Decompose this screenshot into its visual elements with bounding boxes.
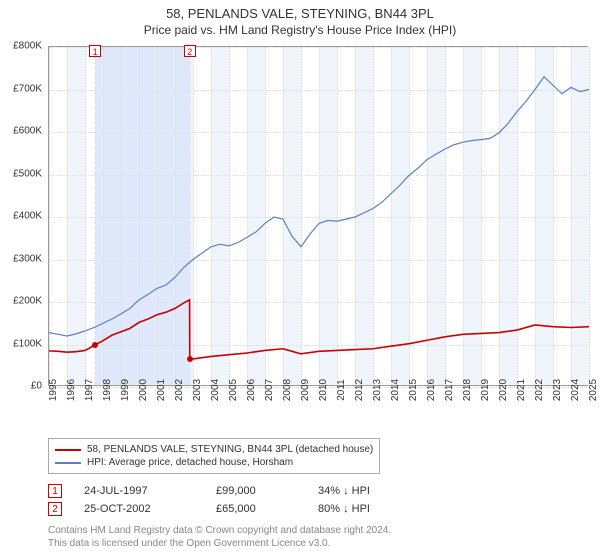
sale-row: 2 25-OCT-2002 £65,000 80% ↓ HPI <box>48 500 588 518</box>
y-axis-label: £500K <box>0 168 42 179</box>
x-axis-label: 2011 <box>336 379 347 401</box>
sale-date: 25-OCT-2002 <box>84 503 194 515</box>
sale-row-marker: 1 <box>48 484 62 498</box>
x-axis-label: 2020 <box>498 379 509 401</box>
y-axis-label: £800K <box>0 41 42 52</box>
y-axis-label: £0 <box>0 381 42 392</box>
x-axis-label: 2018 <box>462 379 473 401</box>
x-axis-label: 1996 <box>66 379 77 401</box>
x-axis-label: 2023 <box>552 379 563 401</box>
sale-date: 24-JUL-1997 <box>84 485 194 497</box>
sale-row: 1 24-JUL-1997 £99,000 34% ↓ HPI <box>48 482 588 500</box>
x-axis-label: 2014 <box>390 379 401 401</box>
x-axis-label: 2005 <box>228 379 239 401</box>
y-axis-label: £200K <box>0 296 42 307</box>
line-layer <box>49 47 589 387</box>
sale-dot <box>92 342 98 348</box>
x-axis-label: 2021 <box>516 379 527 401</box>
x-axis-label: 2003 <box>192 379 203 401</box>
y-axis-label: £600K <box>0 126 42 137</box>
footer-line-1: Contains HM Land Registry data © Crown c… <box>48 524 588 537</box>
series-line-hpi <box>49 77 589 336</box>
x-axis-label: 1997 <box>84 379 95 401</box>
series-legend: 58, PENLANDS VALE, STEYNING, BN44 3PL (d… <box>48 438 380 474</box>
x-axis-label: 2010 <box>318 379 329 401</box>
x-axis-label: 2007 <box>264 379 275 401</box>
gridline-v <box>589 47 590 385</box>
legend-area: 58, PENLANDS VALE, STEYNING, BN44 3PL (d… <box>48 438 588 550</box>
sale-dot <box>187 356 193 362</box>
x-axis-label: 1995 <box>48 379 59 401</box>
sale-row-marker: 2 <box>48 502 62 516</box>
footer-attribution: Contains HM Land Registry data © Crown c… <box>48 524 588 550</box>
x-axis-label: 2001 <box>156 379 167 401</box>
sale-price: £99,000 <box>216 485 296 497</box>
x-axis-label: 2025 <box>588 379 599 401</box>
x-axis-label: 2024 <box>570 379 581 401</box>
legend-label-hpi: HPI: Average price, detached house, Hors… <box>87 457 293 468</box>
y-axis-label: £100K <box>0 338 42 349</box>
chart-area: 12 £0£100K£200K£300K£400K£500K£600K£700K… <box>48 46 588 408</box>
x-axis-label: 2017 <box>444 379 455 401</box>
legend-label-property: 58, PENLANDS VALE, STEYNING, BN44 3PL (d… <box>87 444 373 455</box>
x-axis-label: 2013 <box>372 379 383 401</box>
x-axis-label: 2004 <box>210 379 221 401</box>
y-axis-label: £700K <box>0 83 42 94</box>
legend-swatch-property <box>55 449 81 451</box>
y-axis-label: £400K <box>0 211 42 222</box>
x-axis-label: 1999 <box>120 379 131 401</box>
plot-region: 12 <box>48 46 588 386</box>
x-axis-label: 2015 <box>408 379 419 401</box>
sale-marker-box: 1 <box>89 45 101 57</box>
x-axis-label: 2002 <box>174 379 185 401</box>
x-axis-label: 2006 <box>246 379 257 401</box>
x-axis-label: 1998 <box>102 379 113 401</box>
sale-delta: 34% ↓ HPI <box>318 485 370 497</box>
x-axis-label: 2012 <box>354 379 365 401</box>
legend-swatch-hpi <box>55 462 81 464</box>
y-axis-label: £300K <box>0 253 42 264</box>
chart-title: 58, PENLANDS VALE, STEYNING, BN44 3PL <box>0 0 600 21</box>
legend-row-property: 58, PENLANDS VALE, STEYNING, BN44 3PL (d… <box>55 443 373 456</box>
x-axis-label: 2016 <box>426 379 437 401</box>
chart-container: 58, PENLANDS VALE, STEYNING, BN44 3PL Pr… <box>0 0 600 560</box>
footer-line-2: This data is licensed under the Open Gov… <box>48 537 588 550</box>
sale-delta: 80% ↓ HPI <box>318 503 370 515</box>
x-axis-label: 2008 <box>282 379 293 401</box>
sale-events: 1 24-JUL-1997 £99,000 34% ↓ HPI 2 25-OCT-2002… <box>48 482 588 518</box>
x-axis-label: 2019 <box>480 379 491 401</box>
sale-price: £65,000 <box>216 503 296 515</box>
x-axis-label: 2000 <box>138 379 149 401</box>
x-axis-label: 2009 <box>300 379 311 401</box>
legend-row-hpi: HPI: Average price, detached house, Hors… <box>55 456 373 469</box>
sale-marker-box: 2 <box>184 45 196 57</box>
x-axis-label: 2022 <box>534 379 545 401</box>
chart-subtitle: Price paid vs. HM Land Registry's House … <box>0 21 600 41</box>
